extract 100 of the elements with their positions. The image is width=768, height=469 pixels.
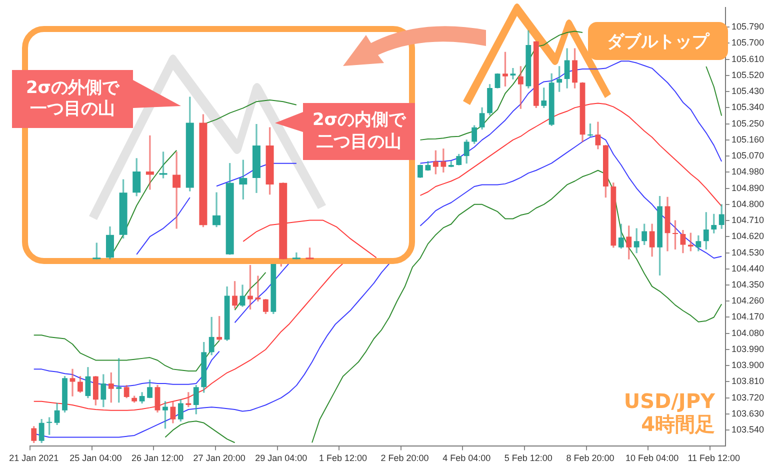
candlestick xyxy=(672,220,678,250)
y-tick-label: 104.620 xyxy=(731,231,764,242)
candlestick xyxy=(572,48,578,88)
candlestick xyxy=(425,161,431,171)
candlestick xyxy=(212,192,221,228)
candlestick xyxy=(533,41,539,108)
candlestick xyxy=(116,358,122,403)
candlestick xyxy=(718,204,724,229)
y-tick-label: 104.440 xyxy=(731,263,764,274)
x-tick-label: 2 Feb 20:00 xyxy=(380,453,429,464)
x-tick-label: 27 Jan 20:00 xyxy=(193,453,246,464)
candlestick xyxy=(31,426,37,443)
candlestick xyxy=(649,224,655,257)
candlestick xyxy=(193,384,199,414)
x-tick-label: 21 Jan 2021 xyxy=(9,453,59,464)
candlestick xyxy=(487,84,492,116)
candlestick xyxy=(510,68,516,80)
candlestick xyxy=(38,419,44,443)
candlestick xyxy=(255,276,261,302)
candlestick xyxy=(147,380,152,398)
candlestick xyxy=(201,342,207,393)
x-tick-label: 25 Jan 04:00 xyxy=(70,453,122,464)
candlestick xyxy=(266,127,274,195)
candlestick xyxy=(610,182,616,248)
candlestick xyxy=(132,396,138,403)
candlestick xyxy=(479,107,485,130)
x-tick-label: 29 Jan 04:00 xyxy=(255,453,308,464)
y-tick-label: 105.430 xyxy=(731,86,764,96)
candlestick xyxy=(494,73,500,88)
candlestick xyxy=(199,114,208,228)
candlestick xyxy=(664,196,670,252)
annotation: 2σの外側で一つ目の山 xyxy=(24,78,120,120)
candlestick xyxy=(226,163,234,255)
candlestick xyxy=(85,367,91,398)
y-tick-label: 103.900 xyxy=(731,360,764,370)
candlestick xyxy=(541,88,547,108)
y-tick-label: 104.080 xyxy=(731,328,764,338)
candlestick xyxy=(580,82,586,142)
candlestick xyxy=(292,252,300,260)
candlestick xyxy=(680,230,686,254)
candlestick xyxy=(170,401,176,424)
y-tick-label: 105.160 xyxy=(731,134,764,144)
candlestick xyxy=(564,48,570,88)
candlestick xyxy=(626,226,632,260)
candlestick xyxy=(464,140,470,164)
candlestick xyxy=(526,30,532,88)
y-tick-label: 104.170 xyxy=(731,312,764,322)
annotation: ダブルトップ xyxy=(607,30,709,52)
candlestick xyxy=(146,135,154,190)
y-tick-label: 105.340 xyxy=(731,102,764,112)
x-tick-label: 26 Jan 12:00 xyxy=(131,453,184,464)
y-tick-label: 103.630 xyxy=(731,408,764,418)
candlestick xyxy=(279,182,288,260)
candlestick xyxy=(440,148,446,173)
x-tick-label: 10 Feb 04:00 xyxy=(626,453,679,464)
candlestick xyxy=(119,179,128,238)
candlestick xyxy=(216,316,222,341)
x-tick-label: 5 Feb 12:00 xyxy=(504,453,552,464)
y-tick-label: 105.610 xyxy=(731,54,764,64)
candlestick xyxy=(178,399,184,422)
candlestick xyxy=(262,299,268,314)
candlestick xyxy=(502,52,508,87)
candlestick xyxy=(186,392,192,408)
candlestick xyxy=(548,73,554,126)
y-tick-label: 104.980 xyxy=(731,166,764,177)
annotation: 2σの内側で二つ目の山 xyxy=(311,110,407,153)
y-tick-label: 103.990 xyxy=(731,344,764,354)
x-tick-label: 4 Feb 04:00 xyxy=(442,453,491,464)
x-tick-label: 11 Feb 12:00 xyxy=(688,453,740,464)
candlestick xyxy=(186,96,194,192)
y-tick-label: 103.540 xyxy=(731,424,764,435)
y-tick-label: 104.800 xyxy=(731,198,764,209)
candlestick xyxy=(208,316,214,356)
candlestick xyxy=(595,122,601,150)
candlestick xyxy=(518,66,524,109)
y-tick-label: 105.700 xyxy=(731,38,764,48)
x-tick-label: 8 Feb 20:00 xyxy=(566,453,614,464)
candlestick xyxy=(657,196,662,276)
y-tick-label: 105.250 xyxy=(731,118,764,128)
candlestick xyxy=(703,212,709,250)
candlestick xyxy=(432,150,438,174)
candlestick xyxy=(139,392,145,404)
candlestick xyxy=(108,372,114,403)
candlestick xyxy=(92,242,101,260)
candlestick xyxy=(232,281,238,309)
candlestick xyxy=(172,152,181,229)
candlestick xyxy=(100,374,106,408)
candlestick xyxy=(711,214,717,234)
candlestick xyxy=(92,376,98,406)
y-tick-label: 105.790 xyxy=(731,22,764,32)
candlestick xyxy=(239,160,248,200)
candlestick xyxy=(154,384,160,412)
candlestick xyxy=(602,144,608,198)
y-tick-label: 105.520 xyxy=(731,70,764,80)
candlestick xyxy=(78,376,83,393)
candlestick xyxy=(696,235,702,252)
candlestick xyxy=(132,158,141,196)
candlestick xyxy=(54,402,60,426)
candlestick xyxy=(456,154,462,166)
annotation: USD/JPY 4時間足 xyxy=(624,389,715,436)
